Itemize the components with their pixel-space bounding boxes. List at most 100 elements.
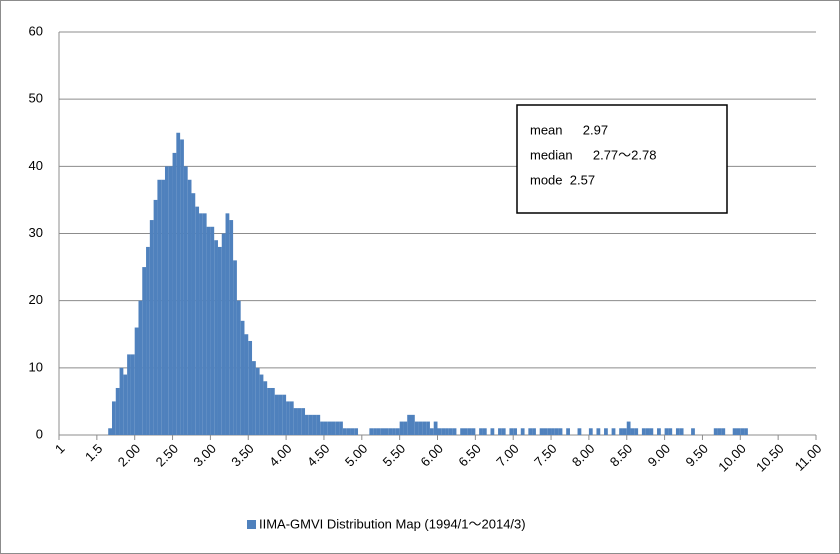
y-tick-label: 0 (36, 426, 43, 441)
bar (630, 428, 635, 435)
bar (164, 166, 169, 436)
bar (259, 374, 264, 435)
bar (187, 179, 192, 435)
y-tick-label: 50 (29, 91, 43, 106)
bar (206, 226, 211, 435)
bar (229, 220, 234, 435)
stats-text: mode 2.57 (530, 172, 595, 187)
bar (448, 428, 453, 435)
bar (286, 401, 290, 435)
bar (645, 428, 650, 435)
bar (596, 428, 601, 435)
bar (551, 428, 555, 435)
bar (217, 246, 222, 435)
stats-box-frame (516, 104, 728, 214)
bar (664, 428, 669, 435)
bar (713, 428, 718, 435)
bar (418, 421, 423, 435)
bar (244, 334, 249, 435)
bar (331, 421, 336, 435)
legend-label: IIMA-GMVI Distribution Map (1994/1～2014/… (259, 516, 526, 531)
bar (675, 428, 680, 435)
bar (153, 199, 158, 435)
bar (611, 428, 616, 435)
bar (142, 267, 147, 435)
bar (577, 428, 582, 435)
bar (392, 428, 396, 435)
y-tick-label: 20 (29, 292, 43, 307)
bar (543, 428, 548, 435)
bar (123, 374, 128, 435)
bar (221, 233, 226, 435)
bar (149, 220, 154, 435)
bar (301, 408, 306, 435)
bar (539, 428, 544, 435)
bar (622, 428, 627, 435)
bar (127, 354, 131, 435)
bar (414, 421, 419, 435)
bar (130, 354, 135, 435)
bar (528, 428, 533, 435)
bar (320, 421, 324, 435)
bar (479, 428, 483, 435)
bar (736, 428, 741, 435)
bar (305, 414, 309, 435)
bar (380, 428, 385, 435)
bar (278, 394, 283, 435)
bar (210, 226, 215, 435)
y-tick-label: 40 (29, 158, 43, 173)
bar (732, 428, 737, 435)
bar (395, 428, 400, 435)
bar (354, 428, 359, 435)
bar (411, 414, 415, 435)
bar (172, 152, 177, 435)
bar (657, 428, 661, 435)
bar (138, 300, 143, 435)
bar (740, 428, 745, 435)
bar (513, 428, 517, 435)
bar (373, 428, 377, 435)
bar (270, 387, 275, 435)
bar (388, 428, 393, 435)
bar (327, 421, 332, 435)
bar (649, 428, 654, 435)
bar (282, 394, 287, 435)
bar (339, 421, 343, 435)
bar (248, 340, 253, 435)
bar (426, 421, 430, 435)
bar (471, 428, 476, 435)
bar (191, 193, 196, 435)
bar (168, 166, 173, 436)
bar (691, 428, 695, 435)
bar (161, 179, 165, 435)
bar (619, 428, 623, 435)
bar (134, 327, 139, 435)
bar (342, 428, 347, 435)
bar (335, 421, 340, 435)
bar (460, 428, 464, 435)
bar (604, 428, 608, 435)
bar (236, 300, 241, 435)
bar (429, 428, 434, 435)
bar (225, 213, 230, 435)
bar (679, 428, 684, 435)
bar (233, 260, 237, 435)
bar (399, 421, 404, 435)
bar (482, 428, 487, 435)
bar (520, 428, 525, 435)
bar (111, 401, 116, 435)
bar (626, 421, 631, 435)
bar (202, 213, 207, 435)
bar (323, 421, 328, 435)
bar (289, 401, 294, 435)
bar (157, 179, 162, 435)
bar (274, 394, 279, 435)
bar (312, 414, 317, 435)
bar (180, 139, 184, 435)
bar (297, 408, 302, 435)
bar (441, 428, 446, 435)
bar (566, 428, 570, 435)
bar (717, 428, 722, 435)
